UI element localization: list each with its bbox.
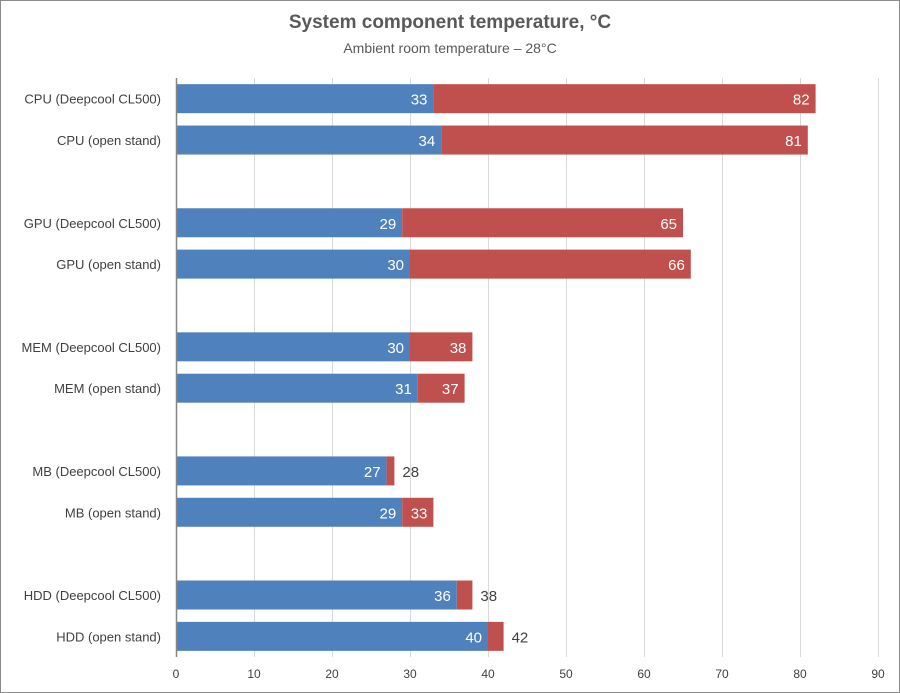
category-label: MB (open stand) <box>65 505 161 520</box>
data-label-load: 38 <box>450 340 467 357</box>
data-label-idle: 30 <box>387 340 404 357</box>
data-label-idle: 29 <box>380 216 397 233</box>
bar-idle <box>176 621 488 651</box>
data-label-idle: 31 <box>395 381 412 398</box>
category-label: MB (Deepcool CL500) <box>32 464 161 479</box>
bar-idle <box>176 456 387 486</box>
bar-load <box>417 373 465 403</box>
data-label-idle: 34 <box>419 133 436 150</box>
bar-load <box>410 249 691 279</box>
data-label-load: 66 <box>668 257 685 274</box>
bar-idle <box>176 208 403 238</box>
category-label: MEM (Deepcool CL500) <box>22 340 161 355</box>
x-tick-label: 70 <box>715 667 729 681</box>
data-label-load: 38 <box>480 588 497 605</box>
data-label-idle: 40 <box>465 629 482 646</box>
data-label-idle: 36 <box>434 588 451 605</box>
category-label: CPU (open stand) <box>57 133 161 148</box>
bar-load <box>402 497 434 527</box>
x-tick-label: 20 <box>325 667 339 681</box>
bar-idle <box>176 332 410 362</box>
x-tick-label: 30 <box>403 667 417 681</box>
x-tick-label: 0 <box>173 667 180 681</box>
bar-idle <box>176 373 418 403</box>
data-label-load: 82 <box>793 92 810 109</box>
x-tick-label: 60 <box>637 667 651 681</box>
data-label-load: 42 <box>512 629 529 646</box>
bar-idle <box>176 497 403 527</box>
x-tick-label: 10 <box>247 667 261 681</box>
x-tick-label: 90 <box>871 667 885 681</box>
category-label: GPU (Deepcool CL500) <box>24 216 161 231</box>
category-label: HDD (open stand) <box>56 629 161 644</box>
category-label: GPU (open stand) <box>56 257 161 272</box>
bar-idle <box>176 125 442 155</box>
data-label-idle: 33 <box>411 92 428 109</box>
bar-load <box>433 84 816 114</box>
bar-idle <box>176 84 434 114</box>
data-label-idle: 30 <box>387 257 404 274</box>
data-label-load: 65 <box>660 216 677 233</box>
bar-idle <box>176 249 410 279</box>
bar-idle <box>176 580 457 610</box>
data-label-load: 37 <box>442 381 459 398</box>
data-label-idle: 27 <box>364 464 381 481</box>
x-tick-label: 80 <box>793 667 807 681</box>
category-label: CPU (Deepcool CL500) <box>24 92 161 107</box>
data-label-idle: 29 <box>380 505 397 522</box>
x-tick-label: 40 <box>481 667 495 681</box>
chart-subtitle: Ambient room temperature – 28°C <box>343 40 557 56</box>
bar-load <box>456 580 473 610</box>
data-label-load: 81 <box>785 133 802 150</box>
chart-title: System component temperature, °C <box>288 12 612 33</box>
x-tick-label: 50 <box>559 667 573 681</box>
bar-load <box>410 332 473 362</box>
data-label-load: 33 <box>411 505 428 522</box>
category-label: MEM (open stand) <box>54 381 161 396</box>
bar-load <box>386 456 395 486</box>
bar-load <box>441 125 808 155</box>
category-label: HDD (Deepcool CL500) <box>24 588 161 603</box>
bar-load <box>402 208 683 238</box>
bar-load <box>488 621 504 651</box>
data-label-load: 28 <box>402 464 419 481</box>
